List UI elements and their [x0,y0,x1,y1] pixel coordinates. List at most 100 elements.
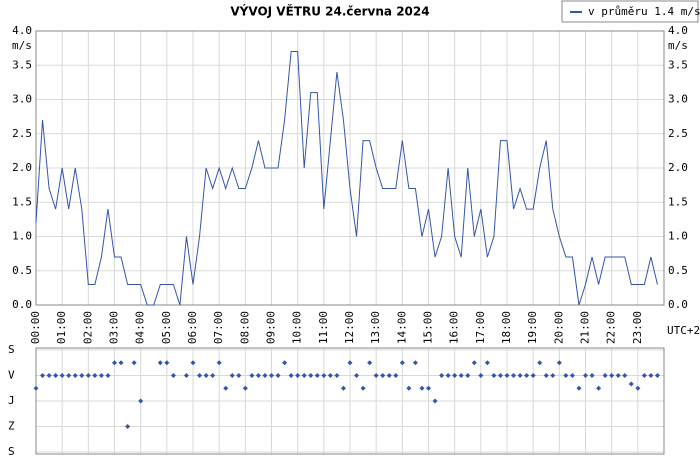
x-note: UTC+2 [667,324,700,337]
direction-point [622,373,628,378]
data-line [35,51,658,306]
x-tick-label: 14:00 [395,311,408,344]
x-tick-label: 02:00 [81,311,94,344]
direction-point [190,360,196,366]
x-tick-label: 23:00 [631,311,644,344]
direction-point [393,373,399,378]
direction-point [628,381,634,387]
direction-point [406,385,412,391]
direction-point [596,385,602,391]
direction-point [504,373,510,378]
direction-point [615,373,621,378]
direction-point [321,373,327,378]
y2-tick-label: 3.0 [668,93,688,106]
direction-point [203,373,209,378]
y-tick-label: 3.0 [12,93,32,106]
direction-point [609,373,615,378]
direction-point [471,360,477,366]
direction-point [583,373,588,378]
direction-point [46,373,52,378]
direction-point [40,373,46,378]
direction-point [53,373,59,378]
y-tick-label: 4.0 [12,24,32,37]
direction-point [301,373,307,378]
direction-point [360,385,366,391]
y-tick-label: 2.0 [12,161,32,174]
direction-point [537,360,543,366]
direction-point [373,373,379,378]
direction-point [157,360,163,366]
direction-point [255,373,261,378]
y-tick-label: S [8,445,15,458]
direction-point [530,373,536,378]
direction-point [131,360,137,366]
direction-point [354,373,360,378]
direction-point [497,373,503,378]
direction-point [412,360,418,366]
direction-point [112,360,117,366]
direction-point [491,373,497,378]
direction-point [334,373,340,378]
direction-point [380,373,386,378]
direction-point [563,373,569,378]
legend-box [561,0,699,23]
x-tick-label: 13:00 [369,311,382,344]
x-tick-label: 08:00 [238,311,251,344]
direction-point [105,373,111,378]
y2-tick-label: 2.5 [668,127,688,140]
direction-point [556,360,562,366]
y-tick-label: 0.0 [12,298,32,311]
direction-point [340,385,346,391]
direction-point [465,373,471,378]
x-tick-label: 09:00 [265,311,278,344]
y2-axis-label: m/s [668,39,688,52]
direction-point [242,385,248,391]
y-tick-label: J [8,394,15,407]
x-tick-label: 03:00 [108,311,121,344]
direction-point [210,373,216,378]
direction-point [426,385,431,391]
x-tick-label: 19:00 [526,311,539,344]
y-tick-label: S [8,343,15,356]
direction-point [347,360,353,366]
direction-point [484,360,490,366]
direction-point [229,373,235,378]
x-tick-label: 17:00 [474,311,487,344]
direction-point [524,373,530,378]
direction-point [85,373,91,378]
direction-point [517,373,523,378]
y2-tick-label: 1.0 [668,230,688,243]
x-tick-label: 00:00 [29,311,42,344]
direction-point [170,373,176,378]
direction-point [295,373,301,378]
x-tick-label: 12:00 [343,311,356,344]
y2-tick-label: 4.0 [668,24,688,37]
direction-point [72,373,78,378]
direction-point [223,385,229,391]
direction-point [648,373,654,378]
direction-point [399,360,405,366]
y-tick-label: 3.5 [12,58,32,71]
direction-point [79,373,85,378]
chart-title: VÝVOJ VĚTRU 24.června 2024 [230,4,429,19]
direction-point [288,373,294,378]
direction-point [511,373,517,378]
direction-point [458,373,464,378]
x-tick-label: 04:00 [134,311,147,344]
direction-point [282,360,288,366]
plot-frame [35,30,665,306]
direction-point [327,373,333,378]
x-tick-label: 07:00 [212,311,225,344]
direction-point [183,373,189,378]
direction-point [569,373,575,378]
x-tick-label: 10:00 [291,311,304,344]
direction-point [543,373,549,378]
direction-point [589,373,595,378]
direction-point [654,373,660,378]
direction-point [236,373,242,378]
x-tick-label: 16:00 [448,311,461,344]
x-tick-label: 21:00 [579,311,592,344]
direction-point [118,360,124,366]
direction-point [641,373,647,378]
